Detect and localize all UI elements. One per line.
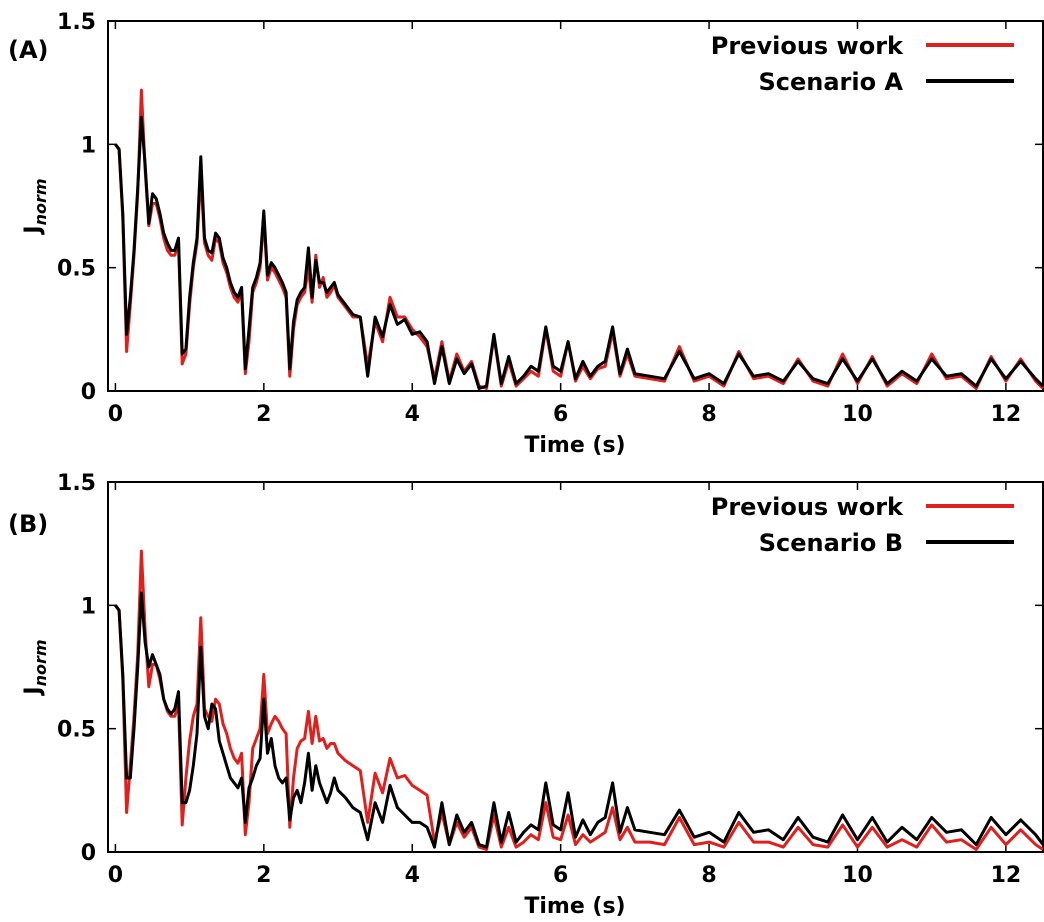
panel-label: (A) [8,36,49,64]
panel-a: 0 2 4 6 8 10 12 0 0.5 1 1.5 (A) Time (s) Jnorm Pre… [8,10,1044,458]
x-tick-label: 12 [991,402,1022,427]
series-line-previous-work [114,88,1044,390]
legend-label-scenario-a: Scenario A [758,68,903,96]
legend: Previous work Scenario B [711,493,1014,557]
plot-frame [107,20,1044,392]
x-axis-label: Time (s) [524,894,625,919]
x-tick-label: 8 [701,863,716,888]
x-tick-label: 4 [405,402,420,427]
y-axis-label-sub: norm [31,639,50,686]
x-tick-label: 2 [256,402,271,427]
y-axis-label: Jnorm [21,639,50,696]
legend-label-scenario-b: Scenario B [759,529,903,557]
plot-frame [107,481,1044,853]
y-axis-label-sub: norm [31,178,50,225]
y-tick-label: 1.5 [57,10,96,35]
legend: Previous work Scenario A [711,32,1014,96]
series-line-previous-work [114,549,1044,851]
y-tick-label: 0 [81,841,96,866]
x-tick-label: 0 [108,402,123,427]
legend-label-previous-work: Previous work [711,493,904,521]
panel-label: (B) [8,510,48,538]
y-tick-label: 0.5 [57,718,96,743]
y-axis-label-main: J [21,225,46,235]
x-tick-label: 2 [256,863,271,888]
y-tick-label: 1 [81,594,96,619]
x-tick-label: 6 [553,402,568,427]
x-tick-label: 0 [108,863,123,888]
series-line-scenario-a [114,115,1044,390]
x-tick-label: 4 [405,863,420,888]
x-tick-label: 10 [842,863,873,888]
x-tick-label: 6 [553,863,568,888]
y-axis-label: Jnorm [21,178,50,235]
series-lines [114,549,1044,851]
y-axis-label-main: J [21,686,46,696]
y-tick-label: 0 [81,380,96,405]
y-tick-label: 0.5 [57,257,96,282]
x-tick-label: 8 [701,402,716,427]
series-lines [114,88,1044,390]
panel-b: 0 2 4 6 8 10 12 0 0.5 1 1.5 (B) Time (s) Jnorm Pre… [8,471,1044,919]
x-tick-label: 10 [842,402,873,427]
axis-ticks: 0 2 4 6 8 10 12 0 0.5 1 1.5 [57,10,1043,427]
y-tick-label: 1.5 [57,471,96,496]
legend-label-previous-work: Previous work [711,32,904,60]
x-axis-label: Time (s) [524,433,625,458]
y-tick-label: 1 [81,133,96,158]
series-line-scenario-b [114,591,1044,849]
x-tick-label: 12 [991,863,1022,888]
